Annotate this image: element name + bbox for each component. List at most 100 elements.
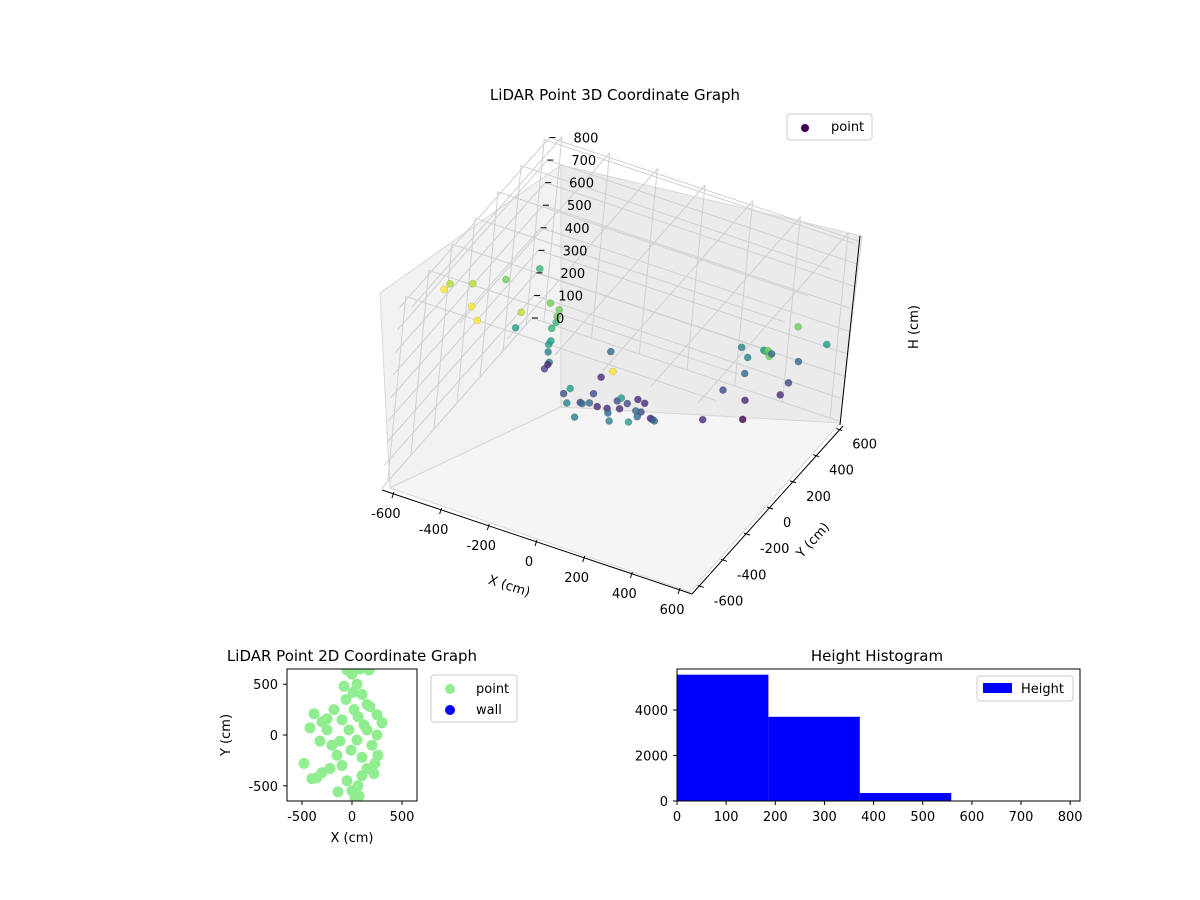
scatter-point-2d — [352, 711, 364, 723]
legend-histogram-frame — [976, 675, 1074, 702]
z-tick-label-3d: 700 — [571, 154, 596, 169]
y-ticks-histogram: 0 2000 4000 — [635, 704, 677, 810]
scatter-point-3d — [650, 417, 659, 425]
scatter-point-2d — [324, 763, 336, 774]
y-tick-mark-3d — [789, 480, 797, 484]
x-tick-label-2d: 500 — [390, 810, 415, 825]
scatter-point-2d — [371, 709, 383, 721]
panel-3d: LiDAR Point 3D Coordinate Graph -600 -400… — [371, 86, 922, 618]
y-tick-label-3d: 0 — [783, 516, 791, 531]
legend-2d-label-point: point — [476, 682, 509, 697]
scatter-point-3d — [547, 324, 556, 333]
scatter-point-2d — [331, 749, 343, 761]
x-tick-label-2d: -500 — [287, 810, 317, 825]
scatter-point-2d — [363, 669, 375, 676]
x-ticks-3d: -600 -400 -200 0 200 400 600 — [371, 491, 685, 618]
grid-3d — [381, 135, 860, 489]
y-tick-label-2d: 500 — [253, 678, 278, 693]
x-tick-label-3d: -400 — [419, 523, 449, 538]
scatter-point-2d — [351, 734, 363, 746]
x-tick-label-3d: 600 — [660, 603, 685, 618]
scatter-point-3d — [562, 399, 571, 407]
y-tick-label-3d: -400 — [737, 568, 767, 583]
plot-frame-histogram — [676, 668, 1081, 802]
scatter-point-2d — [321, 724, 333, 736]
z-tick-label-3d: 0 — [556, 312, 564, 327]
y-tick-label-histogram: 2000 — [635, 749, 668, 764]
scatter-point-3d — [585, 399, 594, 407]
legend-histogram-label: Height — [1021, 682, 1064, 697]
x-tick-mark-3d — [677, 587, 681, 595]
x-tick-label-histogram: 300 — [812, 810, 837, 825]
grid-line-y — [387, 295, 716, 482]
z-tick-label-3d: 400 — [565, 222, 590, 237]
scatter-point-3d — [555, 305, 564, 314]
y-tick-mark-3d — [720, 558, 728, 562]
histogram-bars — [677, 674, 952, 801]
x-tick-mark-3d — [582, 555, 586, 563]
x-tick-mark-3d — [534, 539, 538, 547]
panel-2d: LiDAR Point 2D Coordinate Graph -500 0 500… — [219, 647, 518, 846]
scatter-point-3d — [624, 418, 633, 426]
scatter-point-3d — [570, 413, 579, 421]
scatter-point-2d — [368, 768, 380, 780]
x-tick-mark-3d — [629, 571, 633, 579]
y-tick-label-histogram: 0 — [660, 795, 668, 810]
y-tick-label-3d: -200 — [760, 542, 790, 557]
scatter-point-2d — [341, 775, 353, 787]
histogram-bar — [677, 674, 769, 801]
scatter-point-3d — [822, 340, 831, 349]
y-tick-label-3d: 400 — [829, 464, 854, 479]
panel-histogram: Height Histogram 0 100 200 300 400 500 600 700 8… — [635, 647, 1083, 825]
scatter-point-3d — [467, 302, 476, 311]
scatter-points-3d — [440, 264, 831, 426]
scatter-point-2d — [351, 678, 363, 690]
x-tick-label-histogram: 500 — [910, 810, 935, 825]
x-tick-mark-3d — [391, 491, 395, 499]
x-tick-label-3d: 400 — [612, 587, 637, 602]
scatter-point-3d — [566, 384, 575, 393]
scatter-point-2d — [298, 757, 310, 769]
scatter-point-2d — [334, 735, 346, 747]
x-axis-label-3d: X (cm) — [486, 573, 532, 601]
scatter-point-2d — [328, 704, 340, 716]
scatter-point-2d — [343, 724, 355, 736]
scatter-point-2d — [336, 714, 348, 726]
y-tick-label-3d: 600 — [852, 438, 877, 453]
legend-histogram-swatch — [983, 683, 1012, 693]
scatter-point-2d — [352, 780, 364, 792]
y-ticks-2d: -500 0 500 — [248, 678, 287, 795]
scatter-point-3d — [604, 409, 612, 417]
legend-3d-marker — [801, 124, 809, 132]
legend-3d: point — [786, 113, 873, 141]
grid-line-y — [525, 138, 855, 325]
scatter-point-3d — [609, 367, 617, 376]
scatter-point-3d — [615, 404, 624, 413]
z-tick-label-3d: 500 — [567, 199, 592, 214]
scatter-point-3d — [559, 389, 568, 398]
y-tick-label-3d: 200 — [806, 490, 831, 505]
x-tick-label-2d: 0 — [348, 810, 356, 825]
scatter-point-2d — [371, 729, 383, 741]
y-tick-label-2d: 0 — [270, 729, 278, 744]
z-tick-label-3d: 300 — [563, 244, 588, 259]
grid-line-y — [502, 165, 832, 351]
y-tick-label-2d: -500 — [248, 780, 278, 795]
scatter-point-3d — [767, 350, 776, 358]
y-ticks-3d: -600 -400 -200 0 200 400 600 — [697, 428, 877, 609]
x-tick-label-3d: -600 — [371, 507, 401, 522]
x-tick-label-3d: -200 — [467, 539, 497, 554]
scatter-point-3d — [740, 369, 749, 378]
x-tick-label-histogram: 100 — [714, 810, 739, 825]
legend-3d-frame — [786, 113, 873, 141]
x-axis-label-2d: X (cm) — [331, 831, 374, 846]
scatter-point-2d — [376, 717, 388, 729]
scatter-point-3d — [640, 399, 649, 408]
grid-line-x — [650, 215, 802, 403]
scatter-point-3d — [502, 275, 510, 284]
z-tick-label-3d: 600 — [569, 177, 594, 192]
histogram-title: Height Histogram — [811, 647, 943, 665]
z-axis-label-3d: H (cm) — [907, 305, 922, 349]
scatter-point-3d — [738, 415, 747, 424]
